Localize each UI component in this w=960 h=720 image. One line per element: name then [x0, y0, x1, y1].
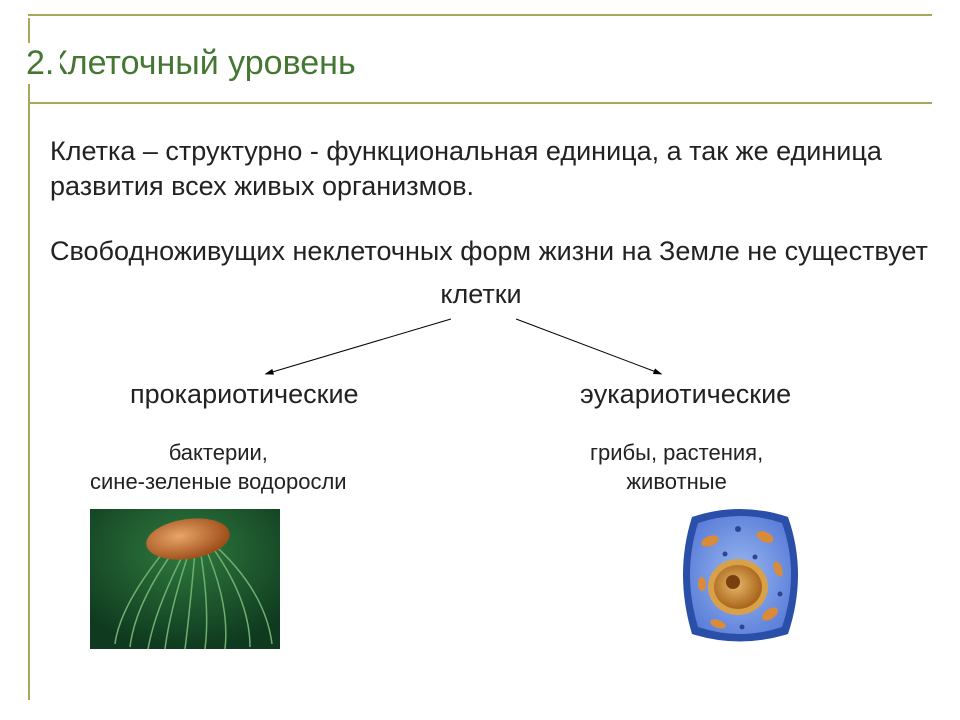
title-text: Клеточный уровень: [48, 44, 356, 82]
branch-prokaryotic: прокариотические: [130, 379, 359, 410]
examples-left-line2: сине-зеленые водоросли: [90, 469, 347, 494]
examples-right-line2: животные: [626, 469, 726, 494]
tree-diagram: клетки прокариотические эукариотические …: [30, 279, 932, 629]
branch-eukaryotic: эукариотические: [580, 379, 791, 410]
slide-title: 2. Клеточный уровень: [30, 43, 932, 104]
statement-text: Свободноживущих неклеточных форм жизни н…: [50, 234, 932, 269]
slide-number: 2.: [20, 43, 60, 84]
examples-prokaryotic: бактерии, сине-зеленые водоросли: [90, 439, 347, 496]
bacterium-image: [90, 509, 280, 649]
top-divider: [28, 14, 932, 16]
examples-right-line1: грибы, растения,: [590, 440, 763, 465]
eukaryote-cell-image: [670, 499, 810, 649]
slide-container: 2. Клеточный уровень Клетка – структурно…: [28, 18, 932, 700]
examples-left-line1: бактерии,: [169, 440, 268, 465]
main-definition: Клетка – структурно - функциональная еди…: [50, 134, 932, 204]
examples-eukaryotic: грибы, растения, животные: [590, 439, 763, 496]
